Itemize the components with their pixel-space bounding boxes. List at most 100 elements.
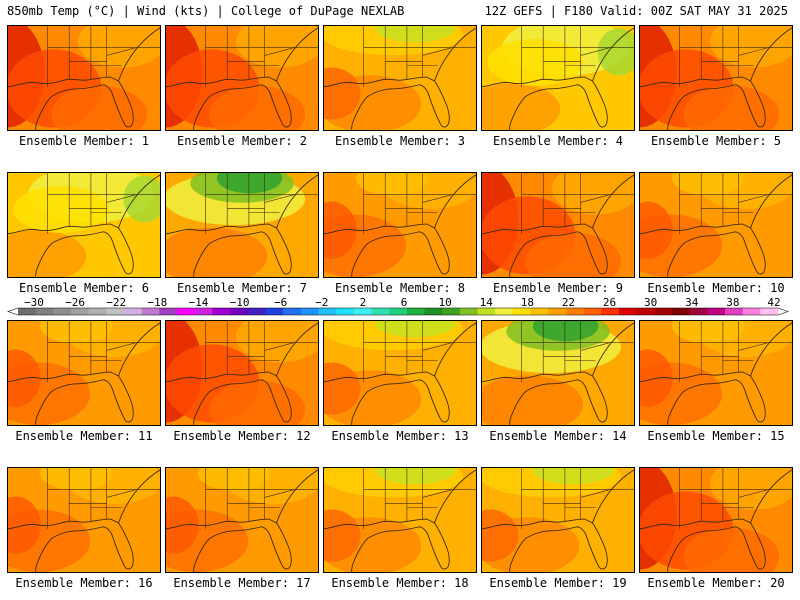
map-boundary [106,194,137,203]
colorbar-segment [124,308,143,315]
temperature-region [324,509,361,562]
temperature-region [324,67,361,120]
colorbar-segment [53,308,72,315]
map-boundary [482,518,608,572]
temperature-field [640,468,792,572]
map-boundary [482,371,608,425]
temperature-region [532,321,599,342]
colorbar-segment [495,308,514,315]
colorbar-segment [336,308,355,315]
colorbar-segment [389,308,408,315]
temperature-region [197,468,271,491]
temperature-region [532,468,614,485]
ensemble-member-label: Ensemble Member: 12 [173,429,311,443]
ensemble-member-map [165,467,319,573]
map-boundary [8,371,134,425]
map-boundary [750,174,792,229]
temperature-field [166,26,318,130]
map-boundary [580,194,611,203]
colorbar-tick-label: 10 [438,296,451,309]
map-boundary [8,76,134,130]
ensemble-member-label: Ensemble Member: 10 [647,281,785,295]
colorbar-outline [7,307,789,316]
temperature-field [166,321,318,425]
temperature-field [482,26,634,130]
ensemble-member-label: Ensemble Member: 8 [334,281,466,295]
temperature-region [683,85,780,130]
colorbar-segment [760,308,779,315]
colorbar-segment [35,308,54,315]
colorbar-segment [548,308,567,315]
colorbar-tick-label: −2 [315,296,328,309]
temperature-field [482,468,634,572]
map-boundary [324,76,450,130]
ensemble-member-map [481,467,635,573]
ensemble-member-map [639,25,793,131]
colorbar-segment [18,308,37,315]
ensemble-member-map [481,320,635,426]
ensemble-member-map [323,172,477,278]
ensemble-member-map [639,320,793,426]
map-boundary [106,47,137,56]
temperature-region [374,321,456,338]
ensemble-member-label: Ensemble Member: 16 [15,576,153,590]
colorbar-tick-label: −10 [230,296,250,309]
temperature-region [374,468,456,485]
temperature-region [355,173,429,196]
map-boundary [592,27,634,82]
temperature-region [683,527,780,572]
map-boundary [276,469,318,524]
temperature-field [640,321,792,425]
colorbar-segment [530,308,549,315]
colorbar-segment [424,308,443,315]
temperature-region [77,26,160,68]
ensemble-member-map [7,25,161,131]
ensemble-member-label: Ensemble Member: 1 [18,134,150,148]
ensemble-member-label: Ensemble Member: 13 [331,429,469,443]
colorbar-tick-label: 26 [603,296,616,309]
temperature-field [166,468,318,572]
map-title: 850mb Temp (°C) | Wind (kts) | College o… [7,4,405,18]
map-boundary [640,518,766,572]
temperature-region [324,362,361,415]
temperature-field [640,26,792,130]
temperature-field [324,26,476,130]
ensemble-member-label: Ensemble Member: 5 [650,134,782,148]
ensemble-member-label: Ensemble Member: 14 [489,429,627,443]
colorbar-segment [247,308,266,315]
temperature-region [209,85,306,130]
ensemble-member-label: Ensemble Member: 17 [173,576,311,590]
ensemble-member-label: Ensemble Member: 11 [15,429,153,443]
colorbar-segment [371,308,390,315]
ensemble-member-label: Ensemble Member: 6 [18,281,150,295]
temperature-region [482,509,519,562]
colorbar-tick-label: −14 [189,296,209,309]
colorbar-segment [742,308,761,315]
temperature-region [487,38,584,86]
colorbar-segment [601,308,620,315]
colorbar-segment [707,308,726,315]
ensemble-member-map [481,172,635,278]
colorbar-segment [159,308,178,315]
ensemble-member-label: Ensemble Member: 18 [331,576,469,590]
temperature-region [551,173,634,215]
colorbar-segment [71,308,90,315]
map-boundary [434,469,476,524]
colorbar-tick-label: 30 [644,296,657,309]
temperature-region [51,85,148,130]
map-boundary [264,194,295,203]
map-boundary [640,76,766,130]
colorbar-segment [318,308,337,315]
colorbar-segment [194,308,213,315]
temperature-region [709,468,792,510]
map-boundary [422,194,453,203]
temperature-colorbar: −30 −26 −22 −18 −14 −10 −6 −2 2 6 10 14 18 22 26 30 34 38… [7,296,789,316]
colorbar-segment [636,308,655,315]
map-boundary [106,489,137,498]
ensemble-member-map [7,320,161,426]
ensemble-member-map [323,25,477,131]
temperature-field [640,173,792,277]
temperature-region [709,26,792,68]
colorbar-segment [565,308,585,315]
temperature-region [166,227,268,277]
